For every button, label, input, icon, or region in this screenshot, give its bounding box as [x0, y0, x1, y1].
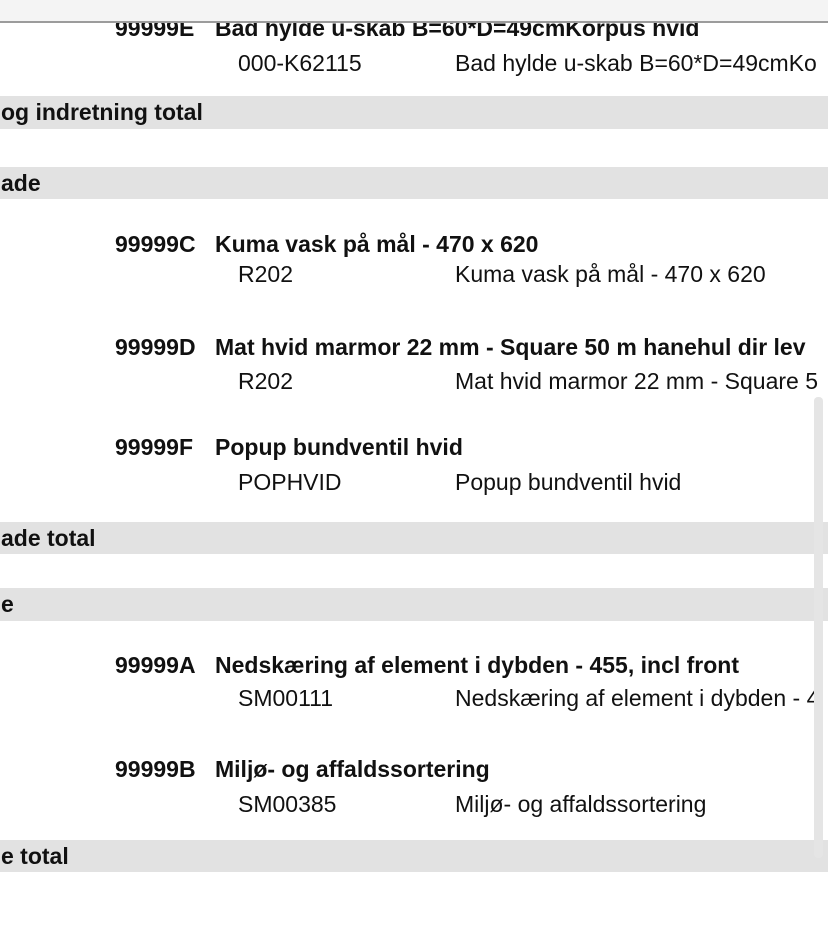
section-band-label: ade — [1, 170, 41, 196]
item-row-detail: R202 Kuma vask på mål - 470 x 620 — [0, 262, 828, 286]
line-item-title: Miljø- og affaldssortering — [215, 756, 490, 782]
section-band: ade — [0, 167, 828, 199]
line-item-description: Mat hvid marmor 22 mm - Square 5 — [455, 368, 819, 394]
section-band-label: og indretning total — [1, 99, 203, 125]
line-item-code: 000-K62115 — [238, 50, 362, 76]
line-item-number: 99999C — [115, 231, 196, 257]
line-item-description: Popup bundventil hvid — [455, 469, 682, 495]
item-row-detail: 000-K62115 Bad hylde u-skab B=60*D=49cmK… — [0, 51, 828, 75]
section-band: e — [0, 588, 828, 621]
line-item-title: Kuma vask på mål - 470 x 620 — [215, 231, 539, 257]
line-item-number: 99999A — [115, 652, 196, 678]
line-item-number: 99999F — [115, 434, 194, 460]
line-item-code: R202 — [238, 368, 293, 394]
line-item-code: SM00111 — [238, 685, 334, 711]
line-item-code: R202 — [238, 261, 293, 287]
line-item-title: Mat hvid marmor 22 mm - Square 50 m hane… — [215, 334, 806, 360]
section-band-label: ade total — [1, 525, 96, 551]
line-item-description: Nedskæring af element i dybden - 4 — [455, 685, 820, 711]
item-row-title: 99999C Kuma vask på mål - 470 x 620 — [0, 232, 828, 256]
section-band: e total — [0, 840, 828, 872]
item-row-detail: SM00385 Miljø- og affaldssortering — [0, 792, 828, 816]
item-row-title: 99999F Popup bundventil hvid — [0, 435, 828, 459]
toolbar-edge — [0, 0, 828, 23]
line-item-code: POPHVID — [238, 469, 342, 495]
line-item-description: Bad hylde u-skab B=60*D=49cmKo — [455, 50, 817, 76]
section-band: ade total — [0, 522, 828, 554]
item-row-detail: SM00111 Nedskæring af element i dybden -… — [0, 686, 828, 710]
item-row-detail: R202 Mat hvid marmor 22 mm - Square 5 — [0, 369, 828, 393]
line-item-title: Nedskæring af element i dybden - 455, in… — [215, 652, 740, 678]
line-item-title: Popup bundventil hvid — [215, 434, 463, 460]
line-item-description: Miljø- og affaldssortering — [455, 791, 707, 817]
section-band-label: e total — [1, 843, 69, 869]
item-row-title: 99999D Mat hvid marmor 22 mm - Square 50… — [0, 335, 828, 359]
item-row-title: 99999A Nedskæring af element i dybden - … — [0, 653, 828, 677]
vertical-scrollbar-thumb[interactable] — [814, 397, 823, 858]
line-item-code: SM00385 — [238, 791, 337, 817]
section-band-label: e — [1, 591, 14, 617]
item-row-detail: POPHVID Popup bundventil hvid — [0, 470, 828, 494]
item-row-title: 99999B Miljø- og affaldssortering — [0, 757, 828, 781]
line-item-description: Kuma vask på mål - 470 x 620 — [455, 261, 766, 287]
line-item-number: 99999B — [115, 756, 196, 782]
section-band: og indretning total — [0, 96, 828, 129]
line-item-number: 99999D — [115, 334, 196, 360]
